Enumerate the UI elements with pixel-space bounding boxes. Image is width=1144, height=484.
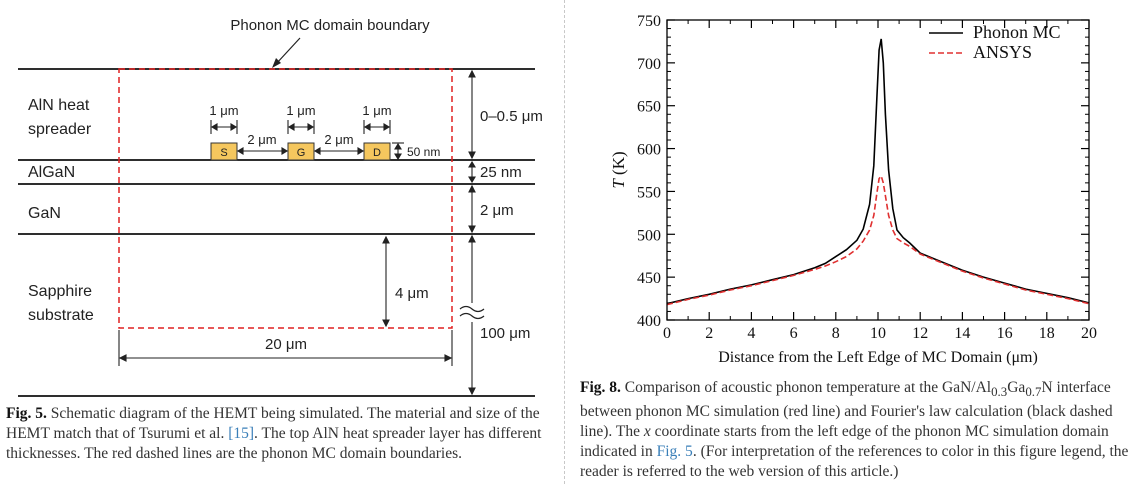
fig8-caption: Fig. 8. Comparison of acoustic phonon te… (580, 378, 1136, 482)
x-tick-label-6: 12 (912, 325, 928, 342)
x-tick-label-2: 4 (747, 325, 755, 342)
layer-label-aln: AlN heat spreader (28, 97, 92, 138)
figure-8: 0 2 4 6 8 10 12 14 16 18 20 400 450 500 550 600 650 700 75… (572, 0, 1144, 484)
temperature-chart: 0 2 4 6 8 10 12 14 16 18 20 400 450 500 550 600 650 700 75… (609, 13, 1097, 366)
figure-5: Phonon MC domain boundary AlN heat spread… (0, 0, 562, 484)
svg-text:S: S (220, 147, 227, 159)
y-axis-label: T (K) (609, 151, 628, 188)
layer-thickness-dims (468, 69, 476, 396)
fig8-caption-text-3: N interface between phonon MC simulation… (580, 379, 1113, 441)
y-tick-label-3: 550 (637, 184, 661, 201)
fig8-caption-text-1: Comparison of acoustic phonon temperatur… (620, 379, 992, 396)
fig5-caption-label: Fig. 5. (6, 405, 47, 422)
contact-width-dims (210, 120, 391, 134)
hemt-schematic: Phonon MC domain boundary AlN heat spread… (18, 17, 543, 397)
mc-domain-boundary (118, 68, 453, 329)
domain-boundary-label: Phonon MC domain boundary (230, 17, 430, 34)
column-divider (564, 0, 566, 484)
series-line-phonon-mc (666, 38, 1090, 305)
fig5-ref-link[interactable]: Fig. 5 (656, 443, 693, 461)
y-tick-label-0: 400 (637, 313, 661, 330)
y-tick-label-7: 750 (637, 13, 661, 30)
leader-arrowhead (272, 58, 281, 68)
y-tick-label-1: 450 (637, 270, 661, 287)
x-tick-label-3: 6 (790, 325, 798, 342)
y-tick-label-2: 500 (637, 227, 661, 244)
layer-label-sapphire: Sapphire substrate (28, 283, 94, 324)
dim-gap-gd: 2 μm (324, 132, 353, 147)
fig8-caption-text-4: coordinate starts from the left edge of … (580, 423, 1109, 461)
legend-label-0: Phonon MC (973, 22, 1061, 42)
x-axis-label: Distance from the Left Edge of MC Domain… (718, 349, 1038, 366)
dim-contact-height: 50 nm (407, 145, 440, 159)
x-tick-label-10: 20 (1081, 325, 1097, 342)
dim-source-width: 1 μm (209, 103, 238, 118)
x-tick-label-8: 16 (997, 325, 1013, 342)
dim-gate-width: 1 μm (286, 103, 315, 118)
layer-label-algan: AlGaN (28, 164, 75, 181)
x-tick-label-4: 8 (832, 325, 840, 342)
plot-frame (666, 19, 1090, 321)
dim-gap-sg: 2 μm (247, 132, 276, 147)
y-tick-label-4: 600 (637, 142, 661, 159)
dim-aln-thickness: 0–0.5 μm (480, 108, 543, 125)
x-tick-label-1: 2 (705, 325, 713, 342)
fig8-caption-text-5: . (For interpretation of the references … (580, 443, 1129, 481)
fig5-caption-text-2: . The top AlN heat spreader layer has di… (6, 425, 542, 462)
contact-drain: D (363, 142, 391, 161)
fig8-caption-text-2: Ga (1007, 379, 1026, 396)
label-leader-line (275, 37, 301, 65)
fig8-caption-x: x (643, 423, 651, 441)
y-tick-label-6: 700 (637, 56, 661, 73)
ref-15-link[interactable]: [15] (228, 425, 255, 442)
y-tick-label-5: 650 (637, 99, 661, 116)
dim-substrate-thickness: 100 μm (480, 325, 530, 342)
svg-text:G: G (297, 147, 306, 159)
fig5-caption-text-1: Schematic diagram of the HEMT being simu… (6, 405, 540, 442)
contact-gate: G (287, 142, 315, 161)
fig8-caption-label: Fig. 8. (580, 379, 621, 396)
substrate-depth-dim (382, 235, 390, 328)
axis-break-symbol (459, 305, 485, 320)
contact-height-dim (392, 142, 404, 161)
contact-source: S (210, 142, 238, 161)
fig8-caption-sub1: 0.3 (991, 384, 1008, 400)
x-tick-label-9: 18 (1039, 325, 1055, 342)
dim-domain-width: 20 μm (265, 336, 307, 353)
dim-gan-thickness: 2 μm (480, 202, 514, 219)
svg-text:D: D (373, 147, 381, 159)
gap-dims (236, 147, 365, 155)
x-tick-label-0: 0 (663, 325, 671, 342)
x-tick-label-7: 14 (954, 325, 970, 342)
dim-algan-thickness: 25 nm (480, 164, 522, 181)
fig5-caption: Fig. 5. Schematic diagram of the HEMT be… (6, 404, 558, 464)
dim-drain-width: 1 μm (362, 103, 391, 118)
dim-substrate-depth: 4 μm (395, 285, 429, 302)
fig8-caption-sub2: 0.7 (1025, 384, 1042, 400)
domain-width-dim (118, 330, 453, 366)
x-tick-label-5: 10 (870, 325, 886, 342)
series-line-ansys (666, 174, 1090, 306)
layer-label-gan: GaN (28, 205, 61, 222)
legend-label-1: ANSYS (973, 42, 1032, 62)
